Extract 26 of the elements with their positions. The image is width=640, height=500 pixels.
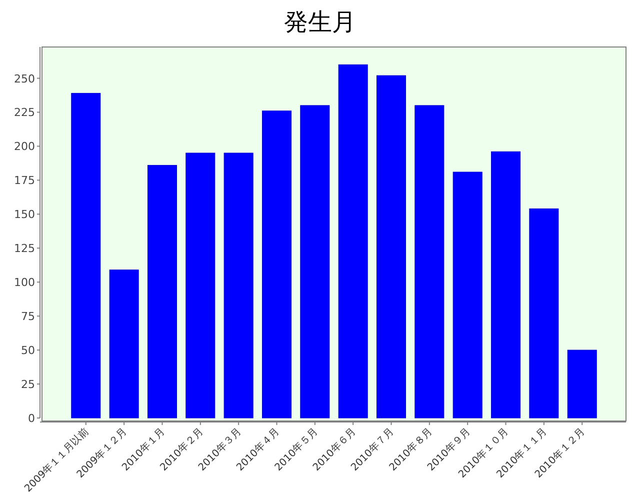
bar [338, 64, 368, 418]
y-tick-label: 75 [21, 310, 35, 324]
y-tick-label: 225 [14, 106, 35, 120]
y-tick-label: 125 [14, 242, 35, 256]
bar [71, 92, 101, 418]
bar [262, 110, 292, 418]
bar [414, 105, 444, 418]
y-tick-label: 175 [14, 174, 35, 188]
chart-title: 発生月 [284, 8, 356, 36]
bar [567, 350, 597, 418]
bar [529, 208, 559, 418]
bar [186, 152, 216, 418]
bar [224, 152, 254, 418]
y-tick-label: 250 [14, 72, 35, 86]
bar [376, 75, 406, 418]
y-tick-label: 100 [14, 276, 35, 290]
y-tick-label: 25 [21, 378, 35, 392]
y-tick-label: 200 [14, 140, 35, 154]
y-tick-label: 0 [28, 412, 35, 425]
bar [300, 105, 330, 418]
bar [491, 151, 521, 418]
bar [109, 270, 139, 418]
bar [147, 164, 177, 418]
y-tick-label: 150 [14, 208, 35, 222]
bar [452, 172, 482, 418]
y-tick-label: 50 [21, 344, 35, 358]
